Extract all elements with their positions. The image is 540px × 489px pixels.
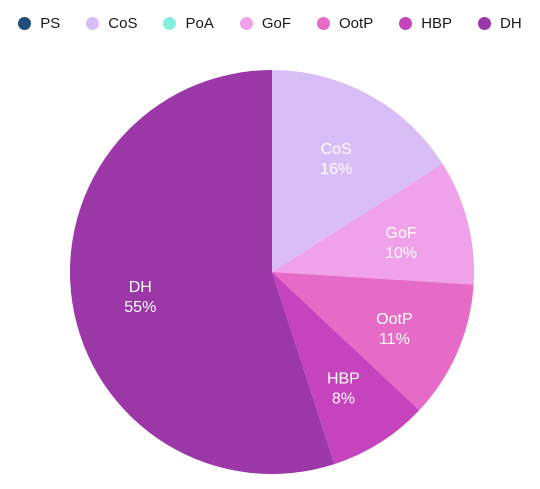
slice-value-hbp: 8% <box>332 391 355 408</box>
legend-swatch-hbp <box>399 16 413 30</box>
slice-label-ootp: OotP <box>376 311 412 328</box>
legend-label-poa: PoA <box>185 14 214 32</box>
pie-slice-hbp[interactable] <box>272 272 420 465</box>
legend-label-ootp: OotP <box>339 14 374 32</box>
legend-swatch-poa <box>163 16 177 30</box>
legend-swatch-ps <box>18 16 32 30</box>
pie-slice-gof[interactable] <box>272 163 474 285</box>
slice-value-cos: 16% <box>320 161 352 178</box>
chart-legend: PS CoS PoA GoF OotP HBP DH <box>0 12 540 34</box>
legend-item-gof[interactable]: GoF <box>239 14 292 32</box>
legend-item-dh[interactable]: DH <box>478 15 522 32</box>
legend-item-ootp[interactable]: OotP <box>317 15 373 32</box>
legend-label-gof: GoF <box>261 14 292 32</box>
legend-item-hbp[interactable]: HBP <box>399 15 452 32</box>
pie-slice-dh[interactable] <box>69 70 335 474</box>
legend-item-poa[interactable]: PoA <box>163 14 214 32</box>
legend-swatch-cos <box>86 16 100 30</box>
slice-value-dh: 55% <box>124 299 156 316</box>
slice-label-hbp: HBP <box>327 371 360 388</box>
pie-slice-ootp[interactable] <box>272 272 474 411</box>
legend-label-cos: CoS <box>108 14 138 32</box>
legend-label-dh: DH <box>500 14 522 32</box>
pie-slice-cos[interactable] <box>272 70 443 272</box>
legend-item-cos[interactable]: CoS <box>86 15 137 32</box>
legend-swatch-dh <box>478 16 492 30</box>
slice-label-gof: GoF <box>386 225 417 242</box>
legend-label-hbp: HBP <box>421 14 453 32</box>
slice-value-gof: 10% <box>385 245 417 262</box>
slice-value-ootp: 11% <box>379 331 410 348</box>
slice-label-dh: DH <box>129 279 152 296</box>
legend-swatch-gof <box>239 16 253 30</box>
legend-item-ps[interactable]: PS <box>18 15 60 32</box>
legend-swatch-ootp <box>317 16 331 30</box>
legend-label-ps: PS <box>40 14 61 32</box>
slice-label-cos: CoS <box>321 141 352 158</box>
